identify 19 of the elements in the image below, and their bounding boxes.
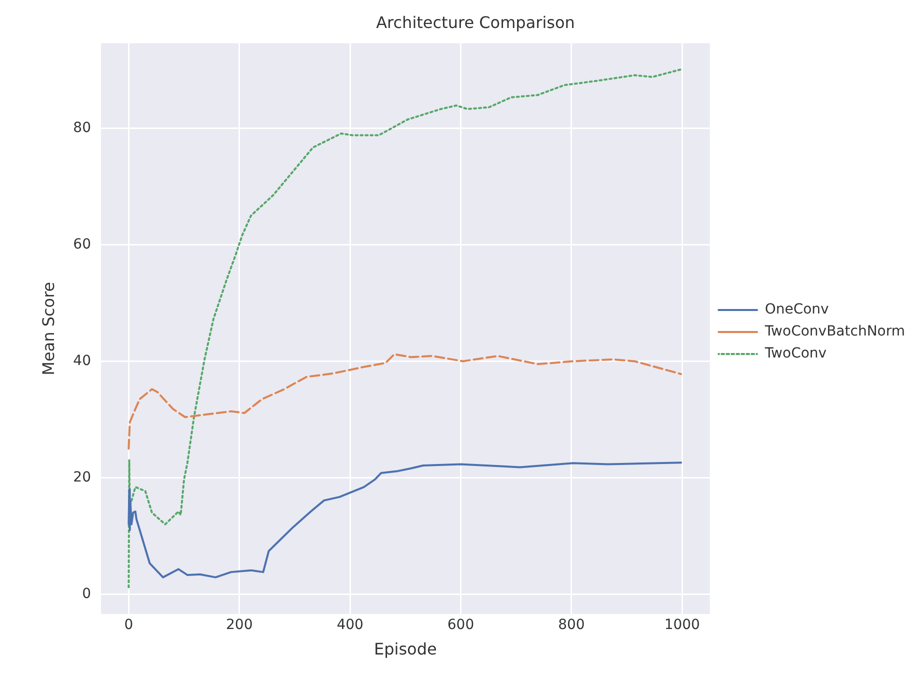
line-series	[128, 68, 682, 588]
x-axis-title: Episode	[374, 640, 437, 659]
legend-label: TwoConv	[764, 346, 827, 362]
x-tick-label: 800	[558, 617, 585, 634]
y-tick-label: 0	[82, 586, 92, 602]
y-tick-label: 40	[73, 352, 92, 369]
y-tick-label: 60	[73, 236, 92, 252]
chart-title: Architecture Comparison	[376, 12, 575, 32]
x-tick-label: 600	[447, 617, 474, 634]
y-tick-label: 80	[73, 120, 92, 136]
line-series	[128, 353, 682, 450]
y-axis-title: Mean Score	[38, 282, 58, 376]
x-tick-label: 1000	[664, 617, 700, 634]
legend-label: TwoConvBatchNorm	[764, 324, 906, 340]
y-tick-label: 20	[73, 469, 92, 486]
x-tick-label: 200	[226, 617, 253, 634]
x-tick-label: 400	[336, 617, 364, 634]
legend-label: OneConv	[764, 302, 829, 318]
x-tick-label: 0	[124, 617, 134, 634]
